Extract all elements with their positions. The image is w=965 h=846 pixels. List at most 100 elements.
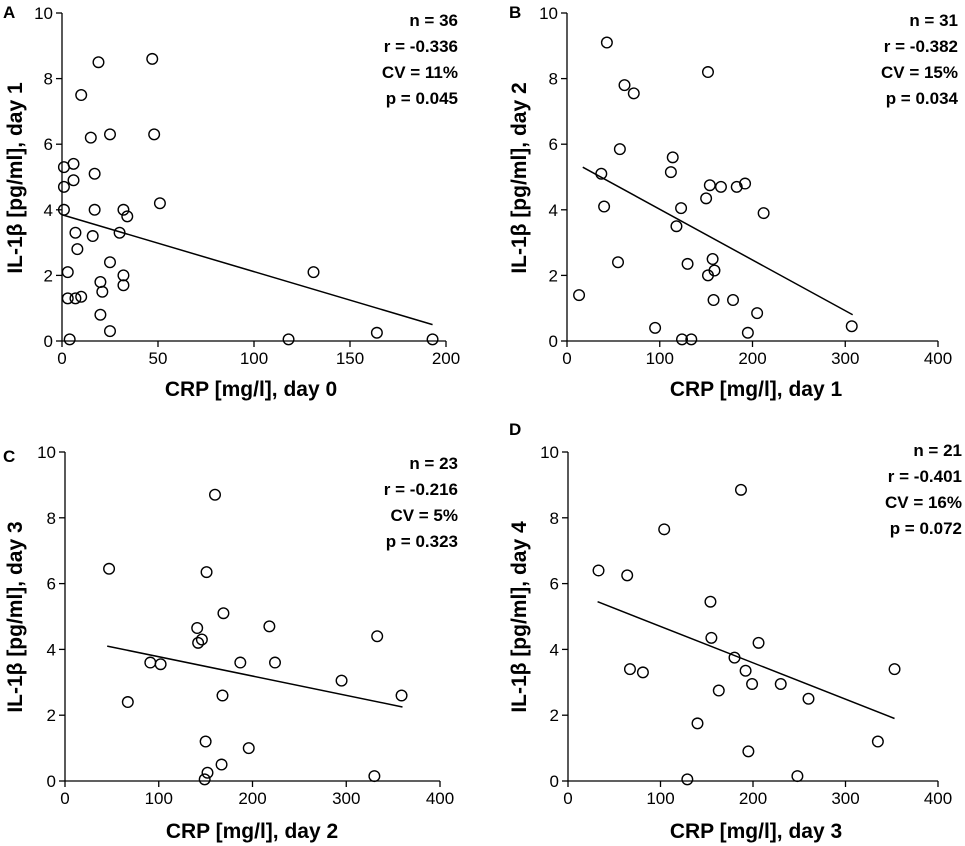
stat-r-a: r = -0.336: [384, 37, 458, 56]
y-tick-label-b: 0: [549, 332, 558, 351]
data-point-b: [703, 179, 716, 192]
data-point-d: [871, 735, 884, 748]
data-point-d: [728, 651, 741, 664]
data-point-d: [746, 677, 759, 690]
stat-p-a: p = 0.045: [386, 89, 458, 108]
data-point-d: [691, 717, 704, 730]
y-tick-label-b: 8: [549, 70, 558, 89]
data-point-a: [84, 131, 97, 144]
x-axis-title-c: CRP [mg/l], day 2: [166, 820, 338, 843]
data-point-d: [704, 595, 717, 608]
data-point-b: [739, 177, 752, 190]
y-tick-label-d: 8: [550, 509, 559, 528]
x-tick-label-b: 100: [646, 349, 674, 368]
data-point-a: [67, 174, 80, 187]
data-point-a: [75, 88, 88, 101]
data-point-d: [791, 770, 804, 783]
data-point-d: [739, 664, 752, 677]
y-tick-label-c: 8: [47, 509, 56, 528]
data-point-a: [113, 226, 126, 239]
data-point-d: [705, 631, 718, 644]
data-point-b: [707, 294, 720, 307]
data-point-b: [613, 143, 626, 156]
data-point-d: [774, 677, 787, 690]
panel-letter-a: A: [3, 3, 15, 22]
data-point-c: [121, 696, 134, 709]
x-tick-label-a: 0: [57, 349, 66, 368]
data-point-c: [195, 633, 208, 646]
x-tick-label-d: 300: [831, 789, 859, 808]
data-point-d: [658, 523, 671, 536]
data-point-b: [701, 66, 714, 79]
data-point-a: [86, 230, 99, 243]
x-tick-label-d: 400: [924, 789, 952, 808]
data-point-c: [208, 488, 221, 501]
data-point-a: [57, 180, 70, 193]
y-tick-label-c: 2: [47, 706, 56, 725]
data-point-b: [751, 307, 764, 320]
data-point-a: [94, 308, 107, 321]
data-point-a: [92, 56, 105, 69]
data-point-b: [681, 257, 694, 270]
data-point-b: [627, 87, 640, 100]
panel-letter-c: C: [3, 447, 15, 466]
data-point-a: [67, 157, 80, 170]
data-point-a: [61, 266, 74, 279]
data-point-b: [700, 192, 713, 205]
x-tick-label-c: 300: [332, 789, 360, 808]
data-point-a: [117, 279, 130, 292]
y-tick-label-a: 8: [44, 70, 53, 89]
y-axis-title-a: IL-1β [pg/ml], day 1: [4, 82, 27, 274]
data-point-a: [153, 197, 166, 210]
stat-r-c: r = -0.216: [384, 480, 458, 499]
stat-p-b: p = 0.034: [886, 89, 959, 108]
data-point-b: [666, 151, 679, 164]
stat-n-d: n = 21: [913, 441, 962, 460]
data-point-a: [426, 333, 439, 346]
data-point-a: [61, 292, 74, 305]
data-point-b: [675, 202, 688, 215]
y-tick-label-d: 4: [550, 640, 559, 659]
stat-cv-d: CV = 16%: [885, 493, 962, 512]
data-point-c: [200, 566, 213, 579]
x-tick-label-a: 50: [149, 349, 168, 368]
data-point-c: [234, 656, 247, 669]
data-point-a: [148, 128, 161, 141]
data-point-d: [621, 569, 634, 582]
x-tick-label-a: 200: [432, 349, 460, 368]
data-point-b: [573, 289, 586, 302]
data-point-d: [712, 684, 725, 697]
y-tick-label-d: 6: [550, 575, 559, 594]
y-tick-label-b: 4: [549, 201, 558, 220]
y-axis-title-b: IL-1β [pg/ml], day 2: [508, 82, 531, 273]
y-tick-label-a: 4: [44, 201, 53, 220]
data-point-b: [612, 256, 625, 269]
stat-cv-b: CV = 15%: [881, 63, 958, 82]
regression-line-a: [61, 214, 433, 326]
data-point-b: [741, 326, 754, 339]
panel-c: C 0 100 200 300 400 0 2 4 6 8 10 CRP [mg/l], day 2…: [3, 443, 458, 843]
data-point-b: [727, 294, 740, 307]
data-point-a: [117, 269, 130, 282]
data-point-a: [71, 243, 84, 256]
data-point-a: [370, 326, 383, 339]
data-point-d: [888, 663, 901, 676]
stat-n-a: n = 36: [409, 11, 458, 30]
data-point-d: [802, 692, 815, 705]
stat-r-d: r = -0.401: [888, 467, 962, 486]
stat-n-c: n = 23: [409, 454, 458, 473]
y-axis-title-c: IL-1β [pg/ml], day 3: [4, 521, 27, 712]
data-point-b: [618, 79, 631, 92]
data-point-a: [96, 285, 109, 298]
data-point-c: [154, 658, 167, 671]
data-point-b: [598, 200, 611, 213]
stat-p-d: p = 0.072: [890, 519, 962, 538]
stat-p-c: p = 0.323: [386, 532, 458, 551]
regression-line-b: [582, 166, 854, 316]
data-point-a: [57, 203, 70, 216]
panel-d: D 0 100 200 300 400 0 2 4 6 8 10 CRP [mg/l], day 3…: [508, 420, 962, 843]
data-point-a: [282, 333, 295, 346]
panel-letter-b: B: [509, 3, 521, 22]
y-tick-label-d: 10: [540, 443, 559, 462]
y-tick-label-d: 0: [550, 772, 559, 791]
